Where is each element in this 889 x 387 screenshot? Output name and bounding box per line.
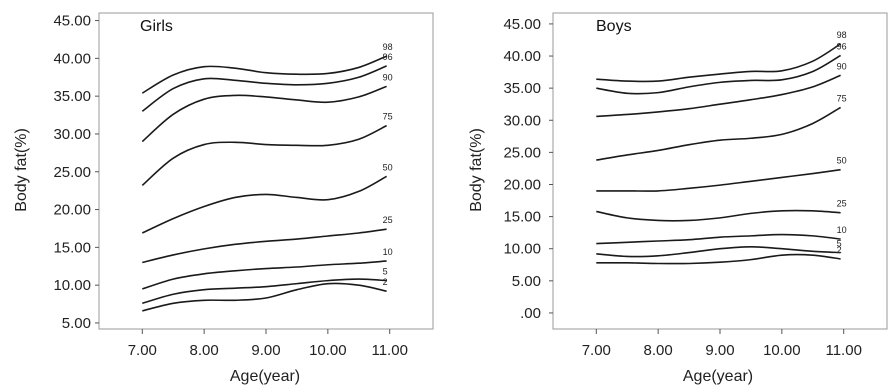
boys-y-tick-label: 15.00 [503,209,541,226]
girls-percentile-50-line [141,175,387,234]
girls-percentile-25-label: 25 [383,215,393,225]
boys-y-ticks: .00 5.00 10.00 15.00 20.00 25.00 30.00 35.00 40.… [503,16,553,322]
girls-percentile-5-line [142,278,387,305]
girls-percentile-2-label: 2 [383,277,388,287]
girls-y-axis-label: Body fat(%) [13,128,30,212]
girls-chart: Girls Age(year) Body fat(%) 5.00 10.00 15.… [13,12,434,385]
boys-y-tick-label: 45.00 [503,16,541,33]
boys-percentile-2-line [596,253,841,265]
boys-y-tick-label: 30.00 [503,112,541,129]
boys-chart-title: Boys [596,18,632,35]
girls-x-axis-label: Age(year) [230,368,300,385]
girls-percentile-90-line [141,85,387,143]
boys-x-axis-label: Age(year) [683,368,753,385]
girls-x-tick-label: 11.00 [371,342,407,359]
girls-percentile-75-line [141,124,387,186]
girls-x-tick-label: 8.00 [190,342,219,359]
boys-percentile-10-label: 10 [837,225,847,235]
boys-x-tick-label: 11.00 [825,342,861,359]
girls-x-tick-label: 9.00 [251,342,280,359]
boys-y-tick-label: 5.00 [512,273,541,290]
girls-y-tick-label: 45.00 [53,13,91,30]
girls-y-tick-label: 30.00 [53,126,91,143]
girls-percentile-96-label: 96 [383,52,393,62]
boys-y-axis-label: Body fat(%) [468,128,485,212]
boys-percentile-5-label: 5 [837,239,842,249]
girls-y-tick-label: 15.00 [53,239,91,256]
boys-x-tick-label: 9.00 [705,342,734,359]
boys-percentile-50-line [596,168,841,192]
girls-percentile-98-line [141,55,387,94]
girls-percentile-96-line [141,65,387,112]
girls-y-tick-label: 35.00 [53,88,91,105]
boys-y-tick-label: 25.00 [503,144,541,161]
boys-percentile-96-label: 96 [837,41,847,51]
boys-percentile-25-label: 25 [837,199,847,209]
boys-chart: Boys Age(year) Body fat(%) .00 5.00 10.00 1… [468,12,888,385]
boys-percentile-90-line [596,74,841,118]
girls-y-tick-label: 25.00 [53,164,91,181]
boys-percentile-75-label: 75 [837,93,847,103]
girls-percentile-75-label: 75 [383,112,393,122]
girls-x-tick-label: 10.00 [309,342,347,359]
girls-percentile-25-line [142,228,387,264]
girls-percentile-90-label: 90 [383,72,393,82]
girls-percentile-10-label: 10 [383,247,393,257]
boys-percentile-75-line [596,106,842,161]
boys-y-tick-label: 10.00 [503,241,541,258]
girls-percentile-2-line [142,282,387,312]
boys-x-tick-label: 10.00 [763,342,801,359]
girls-percentile-98-label: 98 [383,42,393,52]
boys-percentile-25-line [596,209,841,222]
boys-percentile-96-line [596,54,842,95]
boys-y-tick-label: .00 [520,305,541,322]
girls-x-tick-label: 7.00 [128,342,157,359]
girls-percentile-50-label: 50 [383,162,393,172]
boys-percentile-2-label: 2 [837,245,842,255]
boys-x-tick-label: 7.00 [582,342,611,359]
girls-y-tick-label: 20.00 [53,202,91,219]
boys-y-tick-label: 35.00 [503,80,541,97]
boys-x-ticks: 7.00 8.00 9.00 10.00 11.00 [582,329,862,359]
boys-percentile-5-line [596,245,841,258]
boys-y-tick-label: 40.00 [503,48,541,65]
boys-percentile-90-label: 90 [837,61,847,71]
boys-percentile-50-label: 50 [837,156,847,166]
girls-y-ticks: 5.00 10.00 15.00 20.00 25.00 30.00 35.00 40.00 4… [53,13,99,332]
boys-percentile-98-label: 98 [837,30,847,40]
girls-y-tick-label: 10.00 [53,277,91,294]
boys-y-tick-label: 20.00 [503,176,541,193]
girls-percentile-10-line [142,260,387,290]
boys-percentile-98-line [596,43,842,83]
girls-chart-title: Girls [140,18,173,35]
girls-y-tick-label: 5.00 [62,315,91,332]
boys-x-tick-label: 8.00 [644,342,673,359]
girls-x-ticks: 7.00 8.00 9.00 10.00 11.00 [128,329,408,359]
boys-percentile-10-line [596,233,841,245]
girls-percentile-5-label: 5 [383,267,388,277]
girls-y-tick-label: 40.00 [53,50,91,67]
